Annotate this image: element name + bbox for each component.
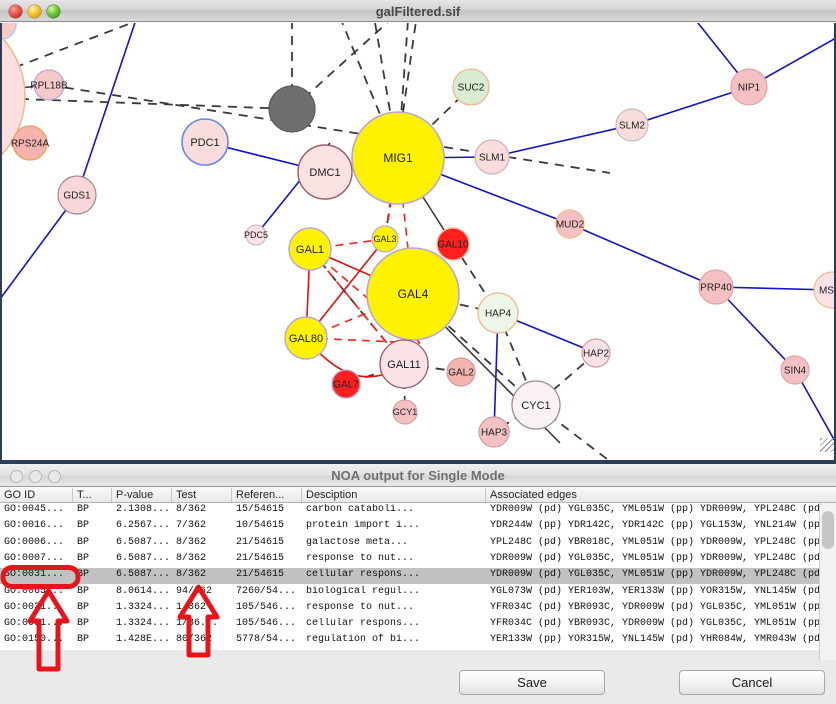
svg-text:GAL7: GAL7 <box>333 380 359 391</box>
svg-text:SUC2: SUC2 <box>458 83 485 94</box>
svg-text:HAP3: HAP3 <box>481 428 508 439</box>
svg-text:PDC5: PDC5 <box>244 230 268 240</box>
svg-text:GAL2: GAL2 <box>448 368 474 379</box>
svg-text:HAP2: HAP2 <box>583 349 610 360</box>
svg-text:GAL1: GAL1 <box>296 244 324 256</box>
svg-text:SLM1: SLM1 <box>479 153 506 164</box>
svg-text:MIG1: MIG1 <box>383 151 413 165</box>
svg-text:GAL4: GAL4 <box>398 287 429 301</box>
svg-text:CYC1: CYC1 <box>521 400 550 412</box>
svg-text:RPL18B: RPL18B <box>30 81 68 92</box>
svg-text:GAL10: GAL10 <box>437 240 469 251</box>
svg-text:GCY1: GCY1 <box>393 407 418 417</box>
svg-text:PRP40: PRP40 <box>700 283 732 294</box>
svg-text:GAL3: GAL3 <box>373 234 396 244</box>
svg-text:GAL11: GAL11 <box>387 359 420 371</box>
svg-text:MUD2: MUD2 <box>556 220 585 231</box>
svg-text:PDC1: PDC1 <box>190 137 219 149</box>
svg-text:NIP1: NIP1 <box>738 83 761 94</box>
svg-text:HAP4: HAP4 <box>485 309 512 320</box>
svg-text:DMC1: DMC1 <box>309 167 340 179</box>
svg-text:GDS1: GDS1 <box>63 191 91 202</box>
svg-text:RPS24A: RPS24A <box>11 139 50 150</box>
svg-text:SIN4: SIN4 <box>784 366 807 377</box>
svg-text:SLM2: SLM2 <box>619 121 646 132</box>
svg-text:GAL80: GAL80 <box>289 333 323 345</box>
